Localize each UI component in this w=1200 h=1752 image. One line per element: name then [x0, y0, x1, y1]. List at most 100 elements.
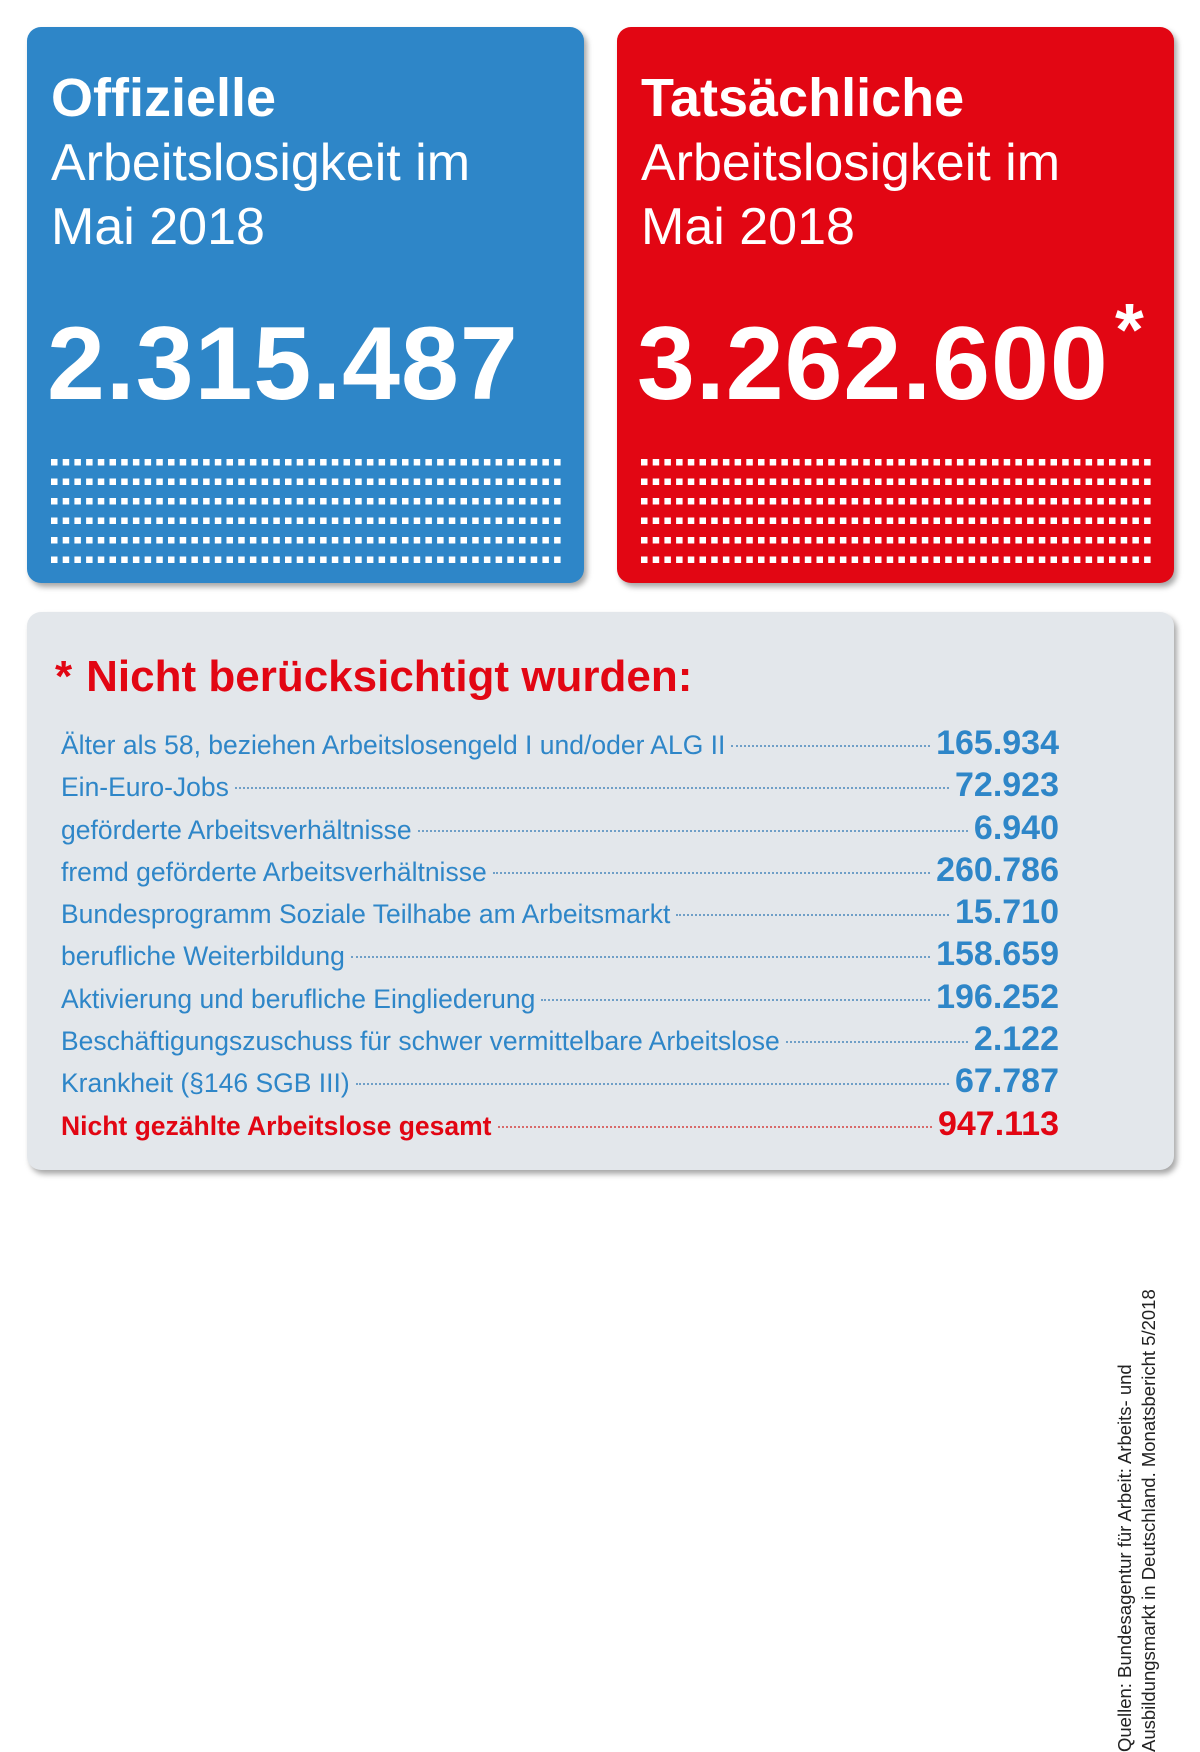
pattern-dot — [519, 556, 526, 563]
pattern-dot — [898, 478, 905, 485]
pattern-dot — [226, 556, 233, 563]
pattern-dot — [97, 537, 105, 544]
pattern-dot — [1038, 517, 1046, 524]
pattern-dot — [921, 517, 929, 524]
pattern-dot — [699, 537, 706, 544]
pattern-dot — [722, 517, 730, 524]
pattern-dot — [1015, 459, 1022, 466]
pattern-dot — [769, 459, 777, 466]
pattern-dot — [676, 556, 683, 563]
official-value: 2.315.487 — [47, 306, 519, 422]
pattern-dot — [1085, 498, 1093, 505]
pattern-dot — [968, 478, 976, 485]
pattern-dot — [1132, 478, 1139, 485]
pattern-dot — [320, 556, 327, 563]
pattern-dot — [722, 537, 730, 544]
pattern-dot — [132, 459, 140, 466]
pattern-dot — [437, 537, 444, 544]
pattern-dot — [97, 478, 105, 485]
pattern-dot — [390, 478, 397, 485]
pattern-dot — [886, 537, 894, 544]
pattern-dot — [366, 517, 374, 524]
pattern-dot — [980, 537, 987, 544]
pattern-dot — [992, 459, 999, 466]
pattern-dot — [664, 537, 671, 544]
pattern-dot — [554, 459, 561, 466]
pattern-dot — [921, 459, 929, 466]
pattern-dot — [378, 459, 386, 466]
pattern-dot — [687, 498, 695, 505]
pattern-dot — [863, 537, 870, 544]
row-label: fremd geförderte Arbeitsverhältnisse — [61, 856, 487, 887]
pattern-dot — [554, 537, 561, 544]
pattern-dot — [863, 498, 870, 505]
pattern-dot — [722, 556, 730, 563]
pattern-dot — [86, 478, 93, 485]
pattern-dot — [413, 498, 421, 505]
pattern-dot — [839, 556, 847, 563]
pattern-dot — [746, 459, 753, 466]
pattern-dot — [249, 498, 257, 505]
pattern-dot — [875, 556, 882, 563]
pattern-dot — [1085, 459, 1093, 466]
pattern-dot — [296, 498, 304, 505]
pattern-dot — [121, 498, 128, 505]
pattern-dot — [519, 537, 526, 544]
pattern-dot — [320, 459, 327, 466]
pattern-dot — [1003, 517, 1011, 524]
pattern-dot — [308, 556, 315, 563]
pattern-dot — [1062, 556, 1069, 563]
pattern-dot — [273, 517, 280, 524]
official-dot-pattern — [51, 459, 561, 563]
pattern-dot — [816, 517, 823, 524]
pattern-dot — [507, 517, 514, 524]
pattern-dot — [652, 517, 660, 524]
pattern-dot — [261, 478, 269, 485]
official-subtitle-line2: Mai 2018 — [51, 198, 265, 256]
pattern-dot — [51, 537, 58, 544]
pattern-dot — [402, 537, 409, 544]
pattern-dot — [945, 459, 952, 466]
pattern-dot — [156, 498, 163, 505]
pattern-dot — [652, 556, 660, 563]
pattern-dot — [437, 478, 444, 485]
pattern-dot — [144, 478, 152, 485]
pattern-dot — [758, 537, 765, 544]
pattern-dot — [355, 517, 362, 524]
pattern-dot — [711, 517, 718, 524]
row-value: 158.659 — [936, 935, 1059, 974]
pattern-dot — [472, 556, 479, 563]
pattern-dot — [495, 459, 503, 466]
pattern-dot — [746, 537, 753, 544]
pattern-dot — [203, 498, 210, 505]
pattern-dot — [652, 478, 660, 485]
pattern-dot — [758, 498, 765, 505]
actual-unemployment-card: Tatsächliche Arbeitslosigkeit im Mai 201… — [617, 27, 1174, 583]
pattern-dot — [156, 478, 163, 485]
pattern-dot — [156, 517, 163, 524]
pattern-dot — [851, 517, 859, 524]
pattern-dot — [378, 478, 386, 485]
row-label: Aktivierung und berufliche Eingliederung — [61, 983, 536, 1014]
pattern-dot — [992, 537, 999, 544]
pattern-dot — [968, 517, 976, 524]
pattern-dot — [249, 517, 257, 524]
pattern-dot — [483, 517, 491, 524]
pattern-dot — [804, 537, 812, 544]
pattern-dot — [74, 556, 81, 563]
pattern-dot — [816, 459, 823, 466]
pattern-dot — [711, 537, 718, 544]
pattern-dot — [86, 537, 93, 544]
pattern-dot — [875, 498, 882, 505]
pattern-dot — [285, 517, 292, 524]
pattern-dot — [472, 459, 479, 466]
pattern-dot — [413, 556, 421, 563]
pattern-dot — [542, 556, 549, 563]
pattern-dot — [343, 478, 350, 485]
pattern-dot — [652, 537, 660, 544]
pattern-dot — [109, 517, 116, 524]
pattern-dot — [1109, 537, 1116, 544]
pattern-dot — [1003, 537, 1011, 544]
pattern-dot — [378, 498, 386, 505]
official-subtitle: Arbeitslosigkeit im Mai 2018 — [51, 131, 571, 259]
